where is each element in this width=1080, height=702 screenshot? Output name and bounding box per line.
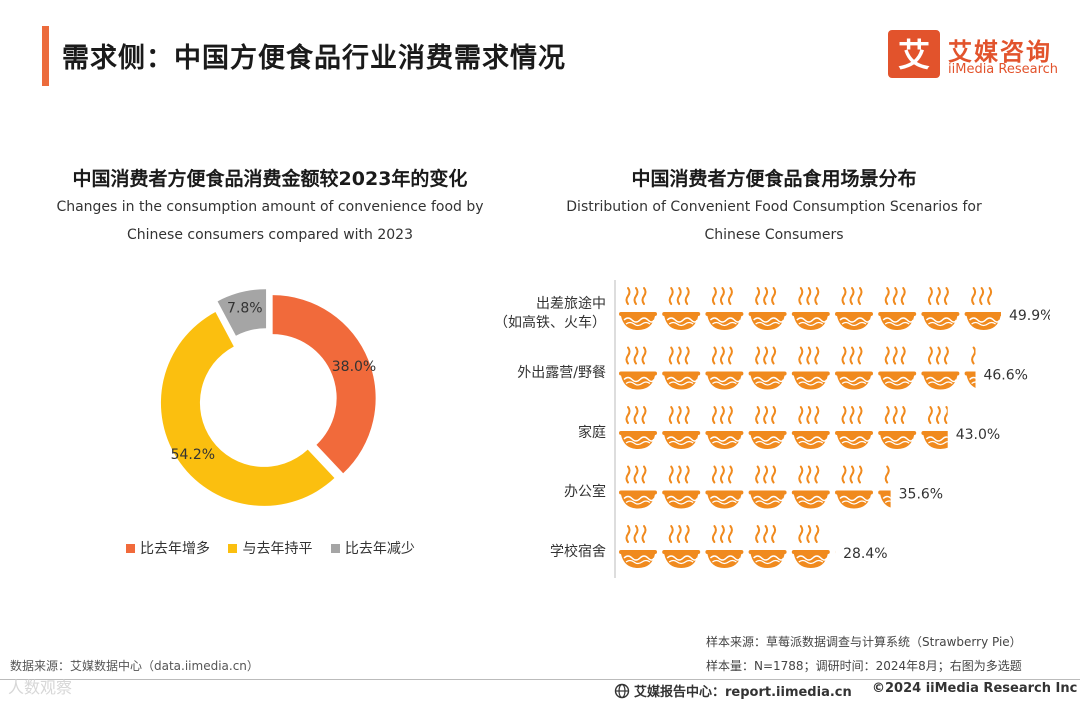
- scenario-value-label: 43.0%: [956, 427, 1000, 443]
- scenario-chart-title: 中国消费者方便食品食用场景分布: [631, 168, 917, 190]
- legend-swatch-same: [228, 543, 238, 553]
- footer-divider: [0, 679, 1080, 680]
- donut-legend: 比去年增多 与去年持平 比去年减少: [126, 538, 446, 558]
- scenario-bar: [619, 525, 836, 568]
- scenario-bar-chart: 49.9% 46.6% 43.0% 35.6% 28.4%: [614, 280, 1050, 578]
- brand-name-en: iiMedia Research: [948, 62, 1059, 77]
- legend-item-decrease: 比去年减少: [330, 538, 415, 558]
- watermark-text: 人数观察: [8, 678, 73, 697]
- legend-swatch-decrease: [330, 543, 340, 553]
- donut-label-same: 54.2%: [171, 447, 215, 463]
- legend-item-same: 与去年持平: [228, 538, 312, 558]
- sample-size-note: 样本量：N=1788；调研时间：2024年8月；右图为多选题: [706, 659, 1022, 673]
- donut-label-decrease: 7.8%: [227, 300, 263, 316]
- globe-icon: [614, 683, 630, 698]
- sample-source-note: 样本来源：草莓派数据调查与计算系统（Strawberry Pie）: [706, 635, 1022, 649]
- scenario-category-label: 外出露营/野餐: [517, 365, 606, 381]
- scenario-value-label: 46.6%: [983, 368, 1027, 384]
- scenario-category-label: 家庭: [578, 424, 606, 441]
- page-title: 需求侧：中国方便食品行业消费需求情况: [62, 43, 566, 74]
- scenario-category-label: 出差旅途中 （如高铁、火车）: [494, 296, 606, 331]
- legend-label-same: 与去年持平: [242, 541, 313, 557]
- footer-copyright: ©2024 iiMedia Research Inc: [872, 681, 1078, 696]
- scenario-bar: [619, 346, 976, 390]
- brand-logo: 艾: [888, 30, 940, 78]
- title-accent-bar: [42, 26, 49, 86]
- donut-slice-decrease: [217, 289, 267, 336]
- footer-report-text: 艾媒报告中心：report.iimedia.cn: [634, 685, 852, 700]
- footer-report-link[interactable]: 艾媒报告中心：report.iimedia.cn: [614, 681, 852, 700]
- legend-label-decrease: 比去年减少: [344, 541, 415, 557]
- brand-name-cn: 艾媒咨询: [948, 38, 1052, 66]
- donut-label-increase: 38.0%: [332, 359, 376, 375]
- scenario-bar: [619, 287, 1001, 330]
- donut-slice-same: [160, 312, 335, 506]
- scenario-value-label: 49.9%: [1009, 308, 1050, 324]
- donut-slice-increase: [272, 295, 376, 474]
- scenario-category-label: 办公室: [564, 484, 606, 500]
- donut-chart-title: 中国消费者方便食品消费金额较2023年的变化: [72, 168, 468, 190]
- brand-logo-char: 艾: [898, 36, 930, 74]
- scenario-category-label: 学校宿舍: [550, 543, 606, 560]
- donut-chart: 38.0% 54.2% 7.8%: [160, 289, 376, 506]
- legend-item-increase: 比去年增多: [126, 538, 210, 558]
- donut-chart-subtitle: Changes in the consumption amount of con…: [56, 199, 484, 243]
- scenario-chart-subtitle: Distribution of Convenient Food Consumpt…: [566, 199, 982, 243]
- data-source-note: 数据来源：艾媒数据中心（data.iimedia.cn）: [10, 659, 259, 673]
- scenario-bar: [619, 465, 891, 509]
- scenario-value-label: 28.4%: [843, 546, 887, 562]
- scenario-value-label: 35.6%: [899, 487, 943, 503]
- legend-label-increase: 比去年增多: [140, 541, 210, 557]
- scenario-bar: [619, 406, 948, 449]
- legend-swatch-increase: [126, 543, 135, 553]
